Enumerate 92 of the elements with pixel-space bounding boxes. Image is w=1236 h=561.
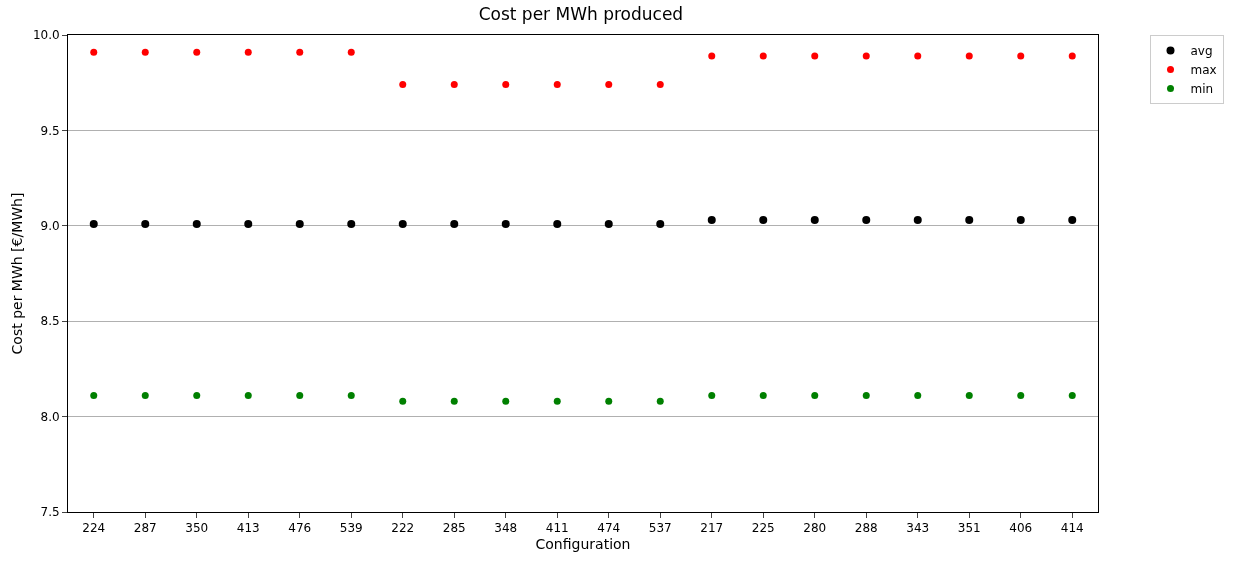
point [965,216,974,225]
point [502,397,510,405]
y-tick-label: 8.0 [40,409,60,424]
point [759,216,768,225]
point [141,219,150,228]
y-tick-label: 9.0 [40,219,60,233]
point [296,392,304,400]
point [656,397,664,405]
x-tick-label: 287 [133,521,157,536]
point [862,216,871,225]
y-axis-title: Cost per MWh [€/MWh] [9,192,26,355]
point [1017,392,1025,400]
point [90,48,98,56]
point [605,397,613,405]
point [553,81,561,89]
point [399,397,407,405]
point [914,52,922,60]
y-tick-label: 10.0 [32,28,60,43]
point [708,392,716,400]
point [450,219,459,228]
x-tick-label: 225 [751,521,775,536]
y-tick-label: 7.5 [40,505,60,520]
x-tick-label: 414 [1060,521,1084,536]
point [759,52,767,60]
y-tick-label: 9.5 [40,123,60,138]
x-tick-label: 217 [700,521,724,536]
x-axis-title: Configuration [535,535,631,552]
point [1068,392,1076,400]
point [605,81,613,89]
x-tick-label: 411 [545,521,569,536]
x-tick-label: 476 [288,521,312,536]
x-tick-label: 224 [82,521,106,536]
point [708,52,716,60]
legend-label: max [1190,63,1217,78]
point [141,48,149,56]
point [1017,52,1025,60]
point [89,219,98,228]
point [296,48,304,56]
point [450,397,458,405]
point [707,216,716,225]
point [450,81,458,89]
point [1068,216,1077,225]
chart-title: Cost per MWh produced [478,4,684,25]
x-tick-label: 285 [442,521,466,536]
x-tick-label: 351 [957,521,981,536]
point [193,392,201,400]
point [862,52,870,60]
point [913,216,922,225]
point [759,392,767,400]
point [347,219,356,228]
x-tick-label: 343 [906,521,930,536]
point [1016,216,1025,225]
point [965,392,973,400]
point [244,219,253,228]
point [399,81,407,89]
point [656,81,664,89]
point [914,392,922,400]
point [810,216,819,225]
point [347,48,355,56]
point [862,392,870,400]
point [1068,52,1076,60]
point [244,48,252,56]
point [347,392,355,400]
point [295,219,304,228]
x-tick-label: 222 [391,521,415,536]
x-tick-label: 474 [597,521,621,536]
x-tick-label: 539 [339,521,363,536]
x-tick-label: 348 [494,521,518,536]
point [553,397,561,405]
point [604,219,613,228]
point [90,392,98,400]
point [965,52,973,60]
point [501,219,510,228]
point [553,219,562,228]
y-tick-label: 8.5 [40,314,60,329]
point [244,392,252,400]
legend-label: avg [1190,44,1213,59]
point [502,81,510,89]
point [656,219,665,228]
point [811,392,819,400]
point [141,392,149,400]
point [192,219,201,228]
x-tick-label: 280 [803,521,827,536]
x-tick-label: 350 [185,521,209,536]
point [398,219,407,228]
point [811,52,819,60]
x-tick-label: 413 [236,521,260,536]
x-tick-label: 288 [854,521,878,536]
x-tick-label: 406 [1009,521,1033,536]
legend-label: min [1190,82,1214,97]
x-tick-label: 537 [648,521,672,536]
point [193,48,201,56]
